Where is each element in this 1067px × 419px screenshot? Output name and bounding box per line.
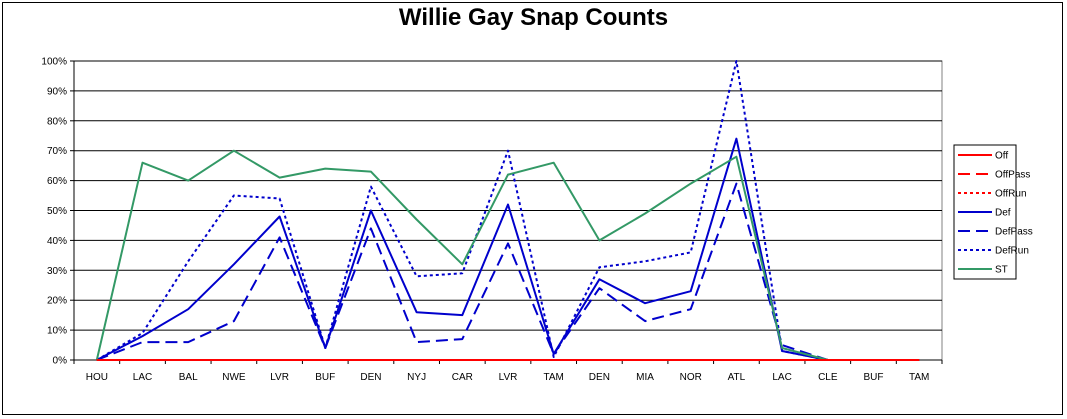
- series-line-defrun: [96, 60, 920, 361]
- y-tick-label: 20%: [47, 296, 67, 307]
- y-tick-label: 60%: [47, 176, 67, 187]
- series-line-defpass: [96, 182, 920, 361]
- x-tick-label: TAM: [909, 372, 929, 383]
- legend: Off OffPass OffRun Def DefPass DefRun ST: [953, 144, 1033, 280]
- x-tick-label: DEN: [589, 372, 610, 383]
- y-tick-label: 30%: [47, 266, 67, 277]
- y-tick-label: 0%: [53, 356, 68, 367]
- x-tick-label: BUF: [863, 372, 883, 383]
- series-line-st: [95, 149, 920, 361]
- legend-label-off: Off: [995, 151, 1008, 162]
- y-tick-label: 40%: [47, 236, 67, 247]
- x-tick-label: NOR: [680, 372, 702, 383]
- x-tick-label: DEN: [360, 372, 381, 383]
- y-tick-label: 70%: [47, 146, 67, 157]
- y-tick-label: 10%: [47, 326, 67, 337]
- x-tick-label: ATL: [728, 372, 746, 383]
- legend-label-offrun: OffRun: [995, 189, 1027, 200]
- legend-label-offpass: OffPass: [995, 170, 1030, 181]
- x-tick-label: LVR: [499, 372, 518, 383]
- x-tick-label: LAC: [133, 372, 152, 383]
- y-tick-label: 100%: [41, 57, 67, 68]
- legend-label-def: Def: [995, 208, 1011, 219]
- x-tick-label: NYJ: [407, 372, 426, 383]
- x-tick-label: BAL: [179, 372, 198, 383]
- x-tick-label: NWE: [222, 372, 246, 383]
- x-tick-label: TAM: [543, 372, 563, 383]
- legend-label-defpass: DefPass: [995, 227, 1033, 238]
- legend-label-st: ST: [995, 265, 1008, 276]
- chart-title: Willie Gay Snap Counts: [398, 4, 669, 31]
- x-tick-label: LAC: [772, 372, 791, 383]
- x-tick-label: HOU: [86, 372, 108, 383]
- x-tick-label: MIA: [636, 372, 654, 383]
- x-tick-label: BUF: [315, 372, 335, 383]
- x-tick-label: LVR: [270, 372, 289, 383]
- y-tick-label: 50%: [47, 206, 67, 217]
- x-tick-label: CLE: [818, 372, 838, 383]
- x-tick-label: CAR: [452, 372, 473, 383]
- series: [95, 60, 920, 361]
- y-tick-label: 80%: [47, 116, 67, 127]
- grid: [73, 60, 943, 361]
- legend-label-defrun: DefRun: [995, 246, 1029, 257]
- y-tick-label: 90%: [47, 86, 67, 97]
